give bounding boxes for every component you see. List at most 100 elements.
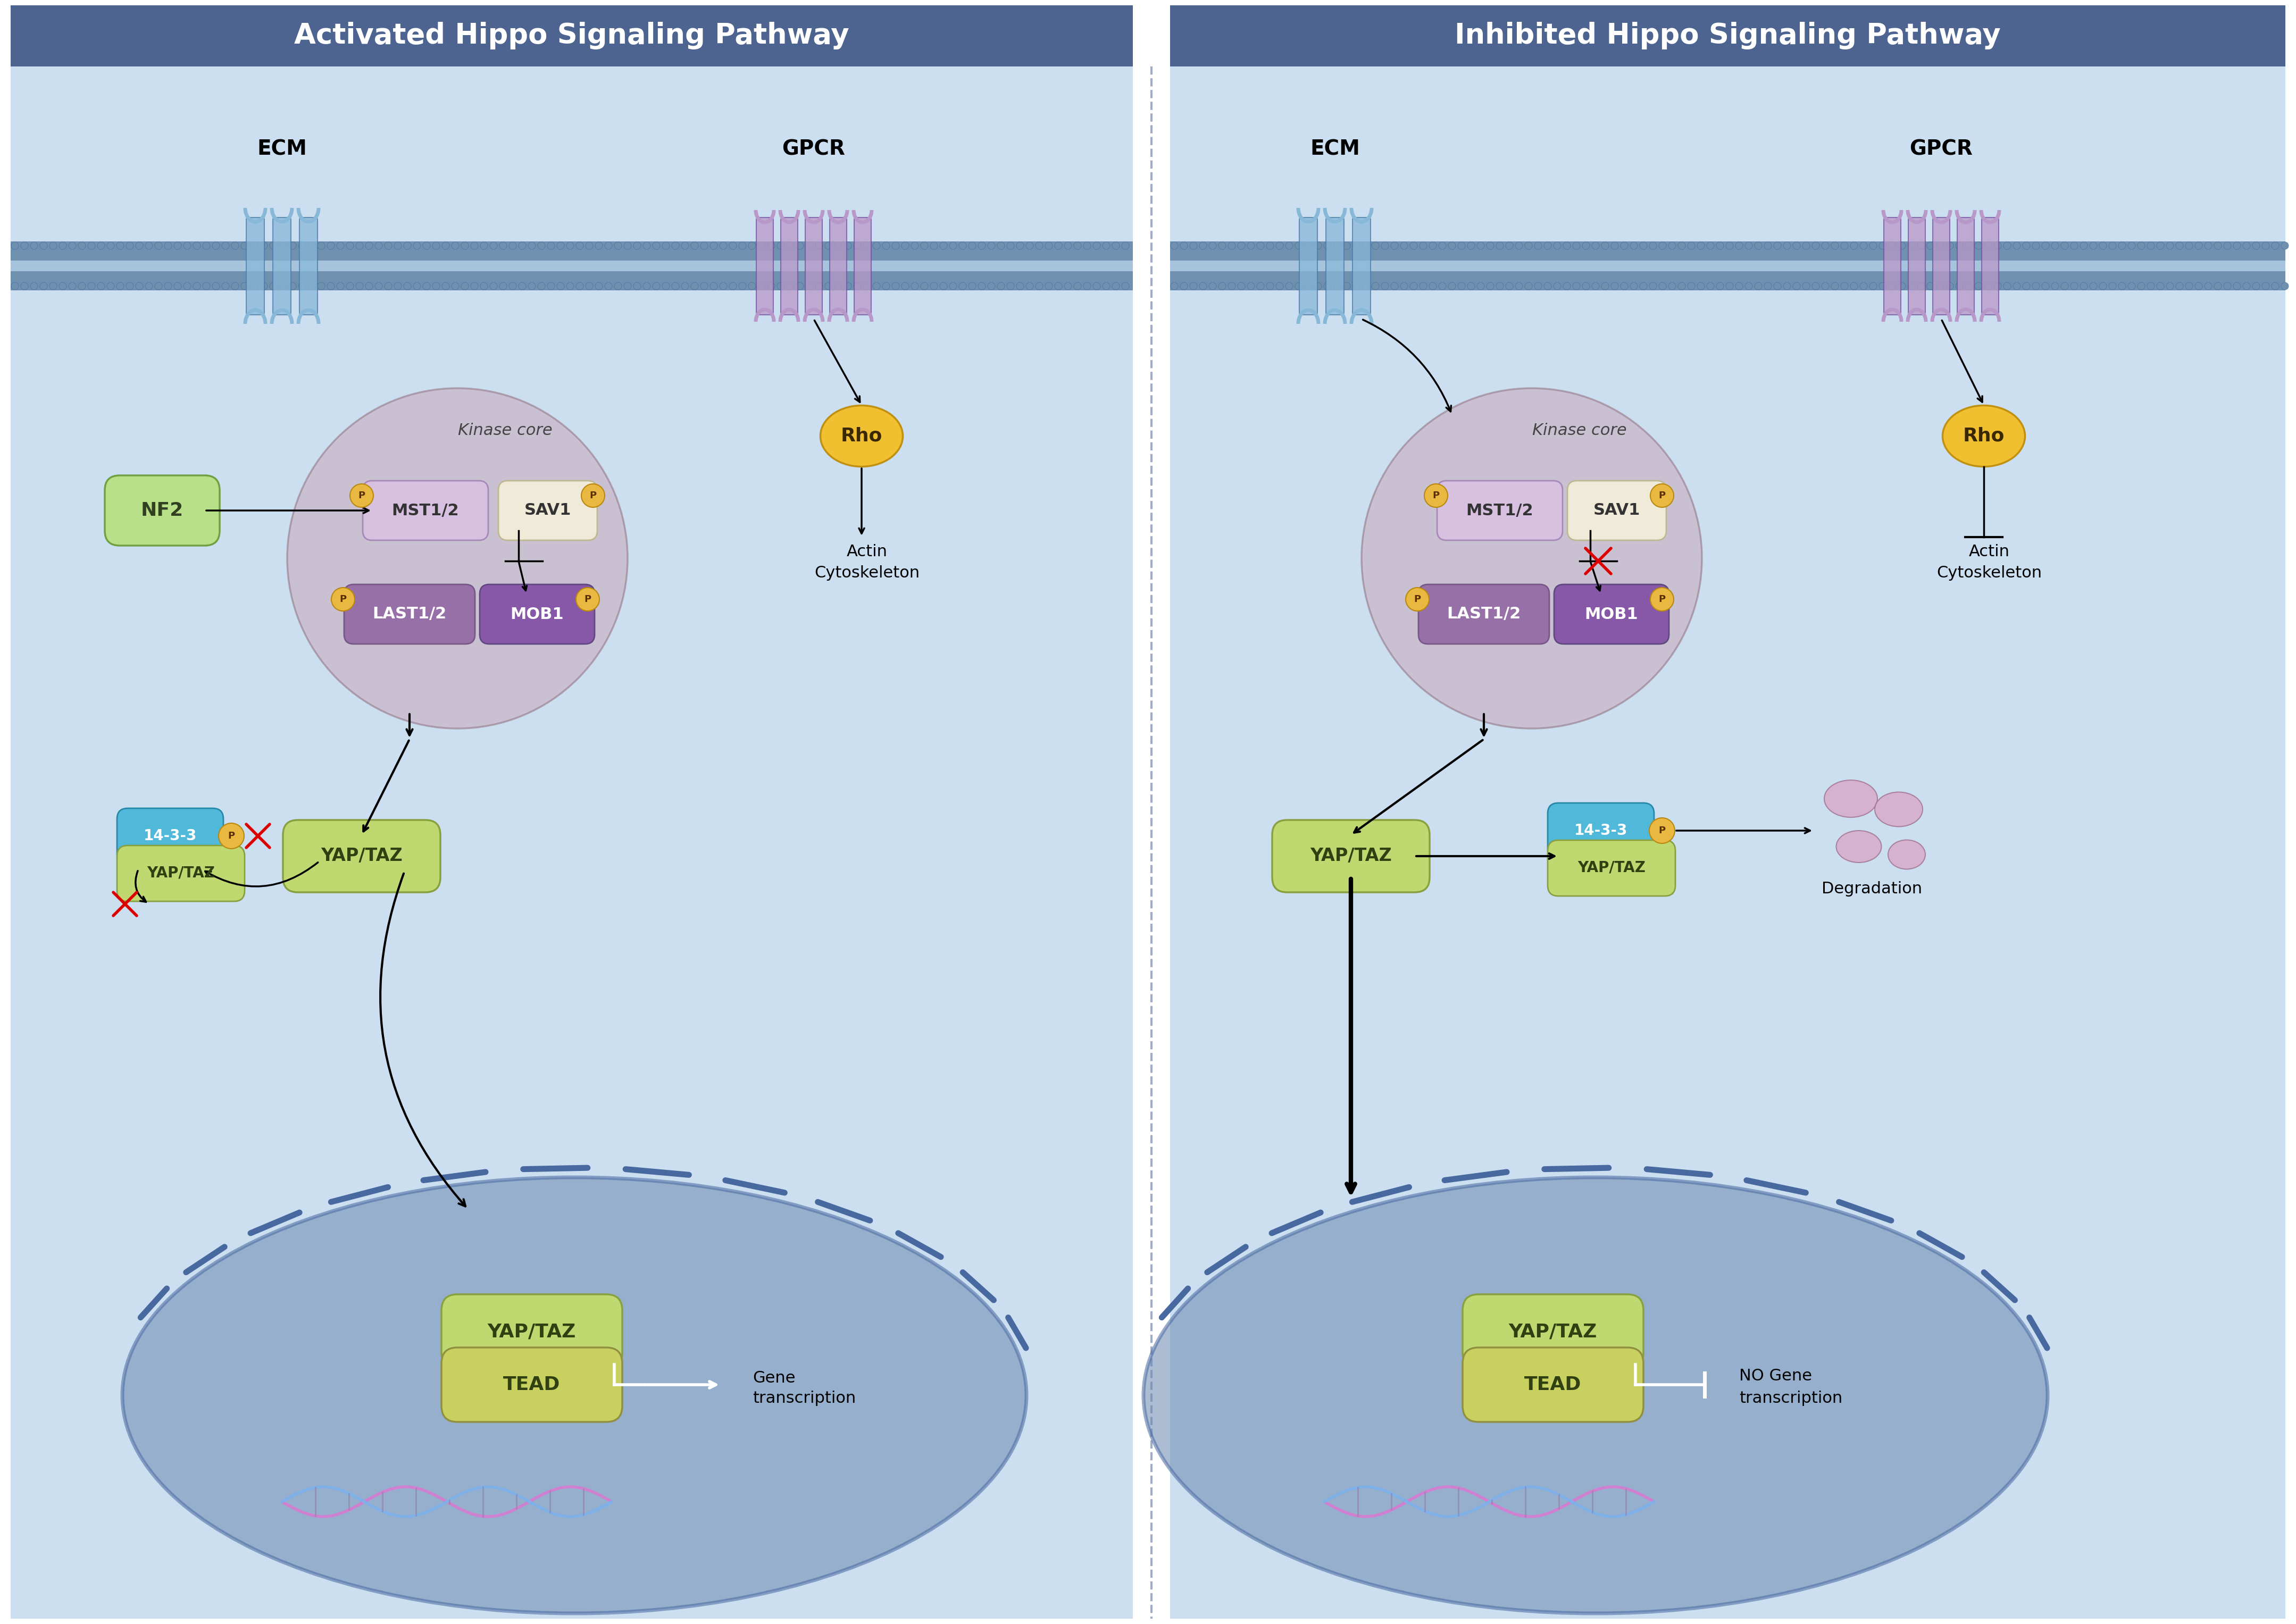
- Circle shape: [2262, 242, 2268, 250]
- Circle shape: [824, 242, 833, 250]
- Circle shape: [39, 283, 48, 289]
- Circle shape: [1382, 283, 1389, 289]
- Circle shape: [585, 242, 592, 250]
- Circle shape: [165, 283, 172, 289]
- Circle shape: [1006, 242, 1015, 250]
- Circle shape: [1630, 242, 1637, 250]
- Circle shape: [108, 283, 115, 289]
- Circle shape: [1717, 242, 1724, 250]
- Circle shape: [1688, 242, 1694, 250]
- Circle shape: [643, 242, 650, 250]
- Circle shape: [1802, 242, 1809, 250]
- Ellipse shape: [1837, 830, 1880, 862]
- Circle shape: [1754, 283, 1761, 289]
- Text: Cytoskeleton: Cytoskeleton: [1936, 565, 2041, 581]
- Text: MST1/2: MST1/2: [393, 503, 459, 518]
- Circle shape: [691, 242, 698, 250]
- Circle shape: [30, 242, 37, 250]
- Text: SAV1: SAV1: [523, 503, 572, 518]
- FancyBboxPatch shape: [1437, 481, 1564, 541]
- Ellipse shape: [1942, 406, 2025, 466]
- FancyBboxPatch shape: [806, 218, 822, 315]
- Circle shape: [1832, 283, 1839, 289]
- Circle shape: [501, 283, 507, 289]
- Text: 14-3-3: 14-3-3: [1575, 823, 1628, 838]
- Circle shape: [987, 283, 994, 289]
- Text: P: P: [358, 490, 365, 500]
- Circle shape: [1286, 283, 1293, 289]
- Circle shape: [2108, 283, 2117, 289]
- Circle shape: [510, 283, 517, 289]
- FancyBboxPatch shape: [1908, 218, 1926, 315]
- Text: P: P: [1658, 827, 1665, 835]
- Circle shape: [96, 283, 106, 289]
- Circle shape: [519, 242, 526, 250]
- Circle shape: [581, 484, 604, 507]
- Circle shape: [1277, 283, 1283, 289]
- Circle shape: [1688, 283, 1694, 289]
- Circle shape: [51, 242, 57, 250]
- Circle shape: [1035, 283, 1042, 289]
- Circle shape: [289, 283, 296, 289]
- Circle shape: [2165, 242, 2174, 250]
- Circle shape: [1582, 242, 1589, 250]
- Circle shape: [1984, 283, 1993, 289]
- Circle shape: [528, 242, 535, 250]
- Text: Kinase core: Kinase core: [1531, 422, 1628, 438]
- Circle shape: [218, 823, 243, 849]
- Circle shape: [184, 283, 191, 289]
- Text: YAP/TAZ: YAP/TAZ: [487, 1322, 576, 1340]
- Circle shape: [939, 242, 948, 250]
- Circle shape: [682, 283, 689, 289]
- Circle shape: [1334, 283, 1341, 289]
- Circle shape: [2223, 283, 2232, 289]
- Circle shape: [404, 242, 411, 250]
- Circle shape: [441, 242, 450, 250]
- Circle shape: [2243, 242, 2250, 250]
- Circle shape: [1965, 283, 1972, 289]
- Circle shape: [2014, 283, 2020, 289]
- Circle shape: [51, 283, 57, 289]
- Circle shape: [815, 283, 822, 289]
- Text: P: P: [1414, 594, 1421, 604]
- Circle shape: [1228, 283, 1235, 289]
- Circle shape: [1467, 242, 1474, 250]
- Circle shape: [452, 283, 459, 289]
- Circle shape: [471, 283, 478, 289]
- Circle shape: [193, 283, 200, 289]
- Circle shape: [673, 283, 680, 289]
- Text: LAST1/2: LAST1/2: [372, 606, 445, 622]
- Circle shape: [1449, 242, 1456, 250]
- Text: NO Gene: NO Gene: [1738, 1369, 1812, 1384]
- Circle shape: [2041, 242, 2050, 250]
- FancyBboxPatch shape: [781, 218, 797, 315]
- Circle shape: [1199, 283, 1208, 289]
- Circle shape: [1419, 283, 1426, 289]
- Circle shape: [1812, 242, 1818, 250]
- FancyBboxPatch shape: [829, 218, 847, 315]
- FancyBboxPatch shape: [363, 481, 489, 541]
- Circle shape: [546, 242, 556, 250]
- Text: Degradation: Degradation: [1821, 882, 1922, 896]
- Circle shape: [537, 242, 544, 250]
- Circle shape: [1325, 242, 1332, 250]
- Circle shape: [691, 283, 698, 289]
- Circle shape: [422, 242, 429, 250]
- Circle shape: [1649, 818, 1674, 843]
- Circle shape: [652, 242, 659, 250]
- Circle shape: [280, 283, 287, 289]
- Circle shape: [2050, 242, 2060, 250]
- Circle shape: [1630, 283, 1637, 289]
- Circle shape: [1678, 242, 1685, 250]
- Circle shape: [1639, 242, 1646, 250]
- Circle shape: [69, 242, 76, 250]
- Circle shape: [1467, 283, 1474, 289]
- Bar: [1171, 271, 2285, 291]
- Circle shape: [1123, 242, 1130, 250]
- FancyBboxPatch shape: [480, 585, 595, 645]
- Circle shape: [652, 283, 659, 289]
- Circle shape: [891, 242, 900, 250]
- Circle shape: [2138, 283, 2144, 289]
- Circle shape: [1600, 283, 1609, 289]
- Circle shape: [1075, 283, 1081, 289]
